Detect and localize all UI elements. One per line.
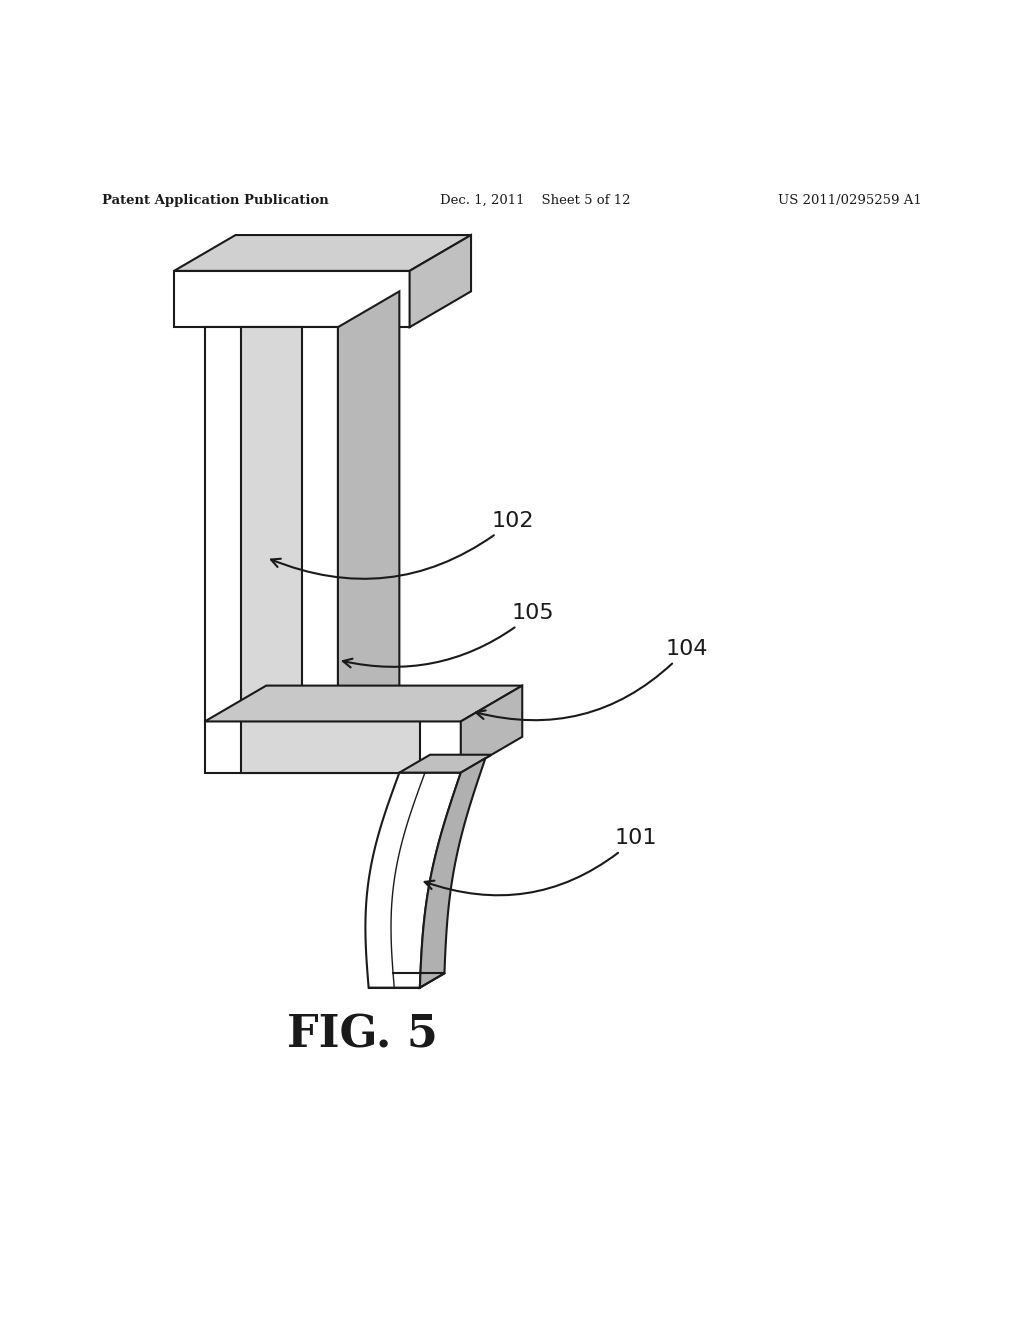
Polygon shape: [205, 685, 522, 722]
Text: US 2011/0295259 A1: US 2011/0295259 A1: [778, 194, 922, 207]
Polygon shape: [366, 772, 461, 987]
Text: Patent Application Publication: Patent Application Publication: [102, 194, 329, 207]
Polygon shape: [174, 235, 471, 271]
Polygon shape: [399, 755, 492, 772]
Polygon shape: [410, 235, 471, 327]
Polygon shape: [205, 722, 461, 772]
Polygon shape: [205, 327, 338, 722]
Polygon shape: [338, 292, 399, 722]
Polygon shape: [241, 722, 420, 772]
Polygon shape: [420, 758, 485, 987]
Text: 101: 101: [425, 829, 657, 895]
Polygon shape: [174, 271, 410, 327]
Text: 102: 102: [271, 511, 535, 578]
Polygon shape: [461, 685, 522, 772]
Text: 105: 105: [343, 603, 555, 668]
Polygon shape: [241, 327, 302, 722]
Text: FIG. 5: FIG. 5: [287, 1014, 437, 1056]
Text: Dec. 1, 2011    Sheet 5 of 12: Dec. 1, 2011 Sheet 5 of 12: [440, 194, 631, 207]
Text: 104: 104: [476, 639, 709, 721]
